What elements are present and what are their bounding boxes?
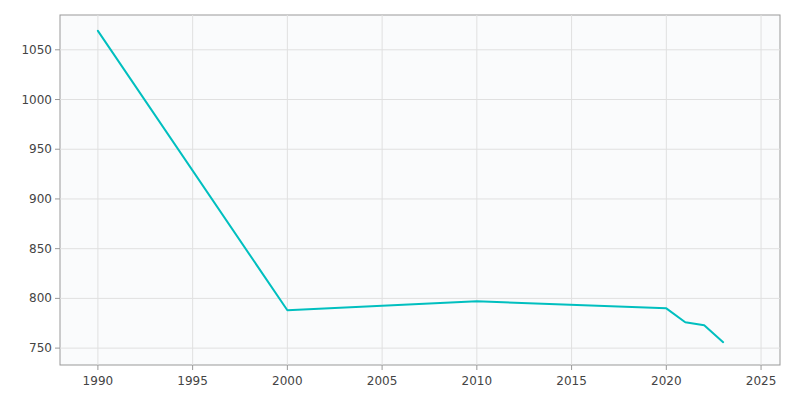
grid-line-y: [60, 99, 780, 100]
tick-mark-y: [55, 348, 60, 349]
x-tick-label: 1995: [177, 374, 208, 388]
tick-mark-x: [571, 365, 572, 370]
grid-line-x: [192, 15, 193, 365]
tick-mark-x: [97, 365, 98, 370]
population-line: [98, 31, 723, 342]
grid-line-y: [60, 248, 780, 249]
plot-frame: [60, 15, 780, 365]
grid-line-x: [287, 15, 288, 365]
grid-line-x: [761, 15, 762, 365]
tick-mark-y: [55, 198, 60, 199]
y-tick-label: 1050: [21, 43, 52, 57]
chart-svg: 750 800 850 900 950 1000 1050 1990 1995 2000 2005 2…: [0, 0, 800, 400]
y-tick-label: 800: [29, 291, 52, 305]
y-tick-label: 900: [29, 192, 52, 206]
grid-line-x: [476, 15, 477, 365]
tick-mark-y: [55, 99, 60, 100]
x-tick-label: 2010: [462, 374, 493, 388]
y-tick-label: 850: [29, 242, 52, 256]
tick-mark-y: [55, 298, 60, 299]
tick-mark-x: [476, 365, 477, 370]
y-tick-label: 750: [29, 341, 52, 355]
grid-line-x: [97, 15, 98, 365]
grid-line-x: [571, 15, 572, 365]
data-layer: [98, 31, 723, 342]
tick-mark-x: [192, 365, 193, 370]
y-tick-label: 950: [29, 142, 52, 156]
x-tick-label: 2000: [272, 374, 303, 388]
y-tick-label: 1000: [21, 93, 52, 107]
tick-mark-x: [287, 365, 288, 370]
tick-mark-y: [55, 149, 60, 150]
tick-mark-y: [55, 248, 60, 249]
x-tick-label: 2025: [746, 374, 777, 388]
tick-labels: 750 800 850 900 950 1000 1050 1990 1995 2000 2005 2…: [21, 43, 776, 388]
grid: [60, 15, 780, 365]
grid-line-y: [60, 298, 780, 299]
chart-container: 750 800 850 900 950 1000 1050 1990 1995 2000 2005 2…: [0, 0, 800, 400]
tick-mark-y: [55, 49, 60, 50]
x-tick-label: 2020: [651, 374, 682, 388]
grid-line-x: [666, 15, 667, 365]
grid-line-y: [60, 149, 780, 150]
grid-line-y: [60, 198, 780, 199]
x-tick-label: 2005: [367, 374, 398, 388]
x-tick-label: 1990: [83, 374, 114, 388]
tick-mark-x: [382, 365, 383, 370]
x-tick-label: 2015: [556, 374, 587, 388]
grid-line-y: [60, 49, 780, 50]
grid-line-x: [382, 15, 383, 365]
tick-mark-x: [666, 365, 667, 370]
tick-mark-x: [761, 365, 762, 370]
grid-line-y: [60, 348, 780, 349]
